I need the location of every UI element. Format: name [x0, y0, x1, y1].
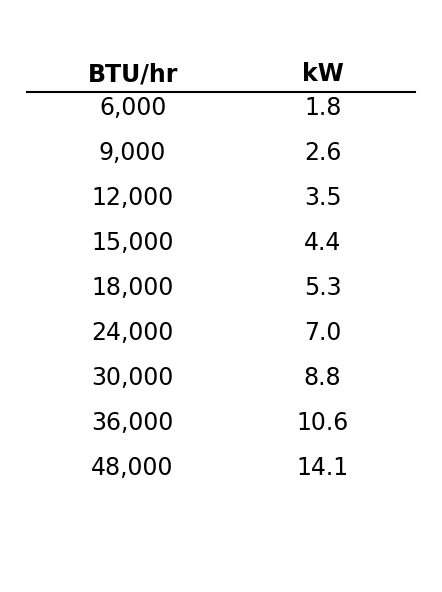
Text: kW: kW — [302, 62, 343, 86]
Text: 18,000: 18,000 — [91, 276, 174, 300]
Text: 10.6: 10.6 — [297, 411, 349, 435]
Text: 24,000: 24,000 — [91, 321, 174, 345]
Text: 7.0: 7.0 — [304, 321, 341, 345]
Text: 36,000: 36,000 — [91, 411, 174, 435]
Text: 12,000: 12,000 — [91, 186, 174, 210]
Text: 9,000: 9,000 — [99, 141, 166, 165]
Text: 15,000: 15,000 — [91, 231, 174, 255]
Text: 5.3: 5.3 — [304, 276, 342, 300]
Text: 4.4: 4.4 — [304, 231, 341, 255]
Text: 3.5: 3.5 — [304, 186, 342, 210]
Text: 48,000: 48,000 — [91, 456, 174, 480]
Text: 2.6: 2.6 — [304, 141, 341, 165]
Text: 1.8: 1.8 — [304, 96, 341, 120]
Text: 30,000: 30,000 — [91, 366, 174, 390]
Text: 8.8: 8.8 — [304, 366, 342, 390]
Text: 14.1: 14.1 — [297, 456, 349, 480]
Text: 6,000: 6,000 — [99, 96, 166, 120]
Text: BTU/hr: BTU/hr — [88, 62, 178, 86]
